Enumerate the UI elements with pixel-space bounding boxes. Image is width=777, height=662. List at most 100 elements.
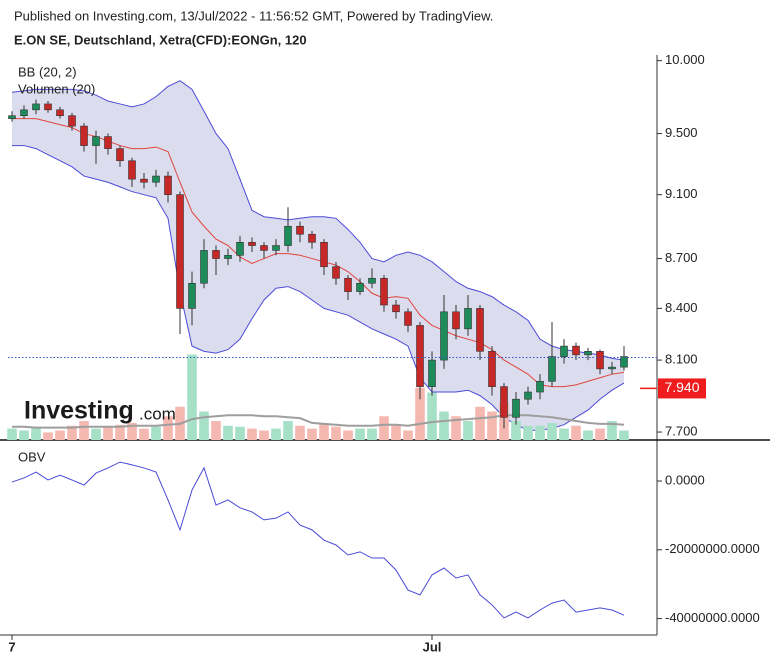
candle-body bbox=[464, 308, 472, 330]
plot-layer: 10.000 9.500 9.100 8.700 8.400 8.100 7.700 7.94… bbox=[7, 52, 760, 654]
last-price-label: 7.940 bbox=[664, 379, 699, 395]
volume-bar bbox=[283, 421, 293, 440]
candle-body bbox=[368, 277, 376, 284]
volume-bar bbox=[31, 426, 41, 440]
candle-body bbox=[176, 194, 184, 309]
candle-body bbox=[500, 386, 508, 418]
candle-body bbox=[212, 250, 220, 259]
volume-bar bbox=[19, 430, 29, 440]
candle-body bbox=[260, 245, 268, 251]
y-tick-label: 0.0000 bbox=[665, 472, 705, 487]
bb-fill bbox=[12, 80, 624, 431]
candle-body bbox=[560, 345, 568, 357]
y-tick-label: -20000000.0000 bbox=[665, 541, 760, 556]
candle-body bbox=[476, 308, 484, 352]
volume-bar bbox=[355, 428, 365, 440]
volume-bar bbox=[295, 425, 305, 440]
y-tick-label: 8.400 bbox=[665, 300, 698, 315]
y-tick-label: 8.700 bbox=[665, 250, 698, 265]
y-tick-label: 10.000 bbox=[665, 52, 705, 67]
volume-bar bbox=[151, 426, 161, 440]
volume-bar bbox=[415, 387, 425, 440]
y-tick-label: 9.100 bbox=[665, 186, 698, 201]
volume-bar bbox=[331, 426, 341, 440]
candle-body bbox=[488, 351, 496, 387]
candle-body bbox=[524, 391, 532, 400]
candle-body bbox=[80, 125, 88, 146]
volume-bar bbox=[187, 354, 197, 440]
volume-bar bbox=[91, 428, 101, 440]
candle-body bbox=[44, 103, 52, 111]
volume-bar bbox=[391, 425, 401, 440]
volume-bar bbox=[271, 428, 281, 440]
volume-bar bbox=[127, 422, 137, 440]
candle-body bbox=[164, 175, 172, 195]
volume-ma bbox=[12, 414, 625, 429]
bb-upper bbox=[11, 80, 625, 361]
volume-bar bbox=[619, 430, 629, 440]
candle-body bbox=[356, 282, 364, 292]
candle-body bbox=[572, 345, 580, 356]
volume-bar bbox=[367, 428, 377, 440]
volume-bar bbox=[559, 428, 569, 440]
volume-bar bbox=[307, 428, 317, 440]
candle-body bbox=[140, 178, 148, 183]
volume-bar bbox=[199, 411, 209, 440]
candle-body bbox=[20, 109, 28, 117]
candle-body bbox=[536, 380, 544, 393]
candle-body bbox=[128, 160, 136, 180]
volume-bar bbox=[211, 421, 221, 440]
candle-body bbox=[440, 311, 448, 361]
candle-body bbox=[152, 175, 160, 183]
candle-body bbox=[188, 282, 196, 309]
candle-body bbox=[296, 225, 304, 235]
candle-body bbox=[116, 148, 124, 162]
candle-body bbox=[344, 277, 352, 292]
legend-obv: OBV bbox=[18, 449, 46, 464]
volume-bar bbox=[607, 421, 617, 440]
legend-bb: BB (20, 2) bbox=[18, 64, 77, 79]
volume-bar bbox=[595, 428, 605, 440]
volume-bar bbox=[235, 426, 245, 440]
candle-body bbox=[32, 103, 40, 111]
candle-body bbox=[332, 266, 340, 279]
y-tick-label: 9.500 bbox=[665, 125, 698, 140]
candle-body bbox=[92, 136, 100, 146]
candle-body bbox=[392, 304, 400, 313]
candle-body bbox=[404, 311, 412, 326]
obv-line bbox=[11, 461, 625, 619]
published-note: Published on Investing.com, 13/Jul/2022 … bbox=[14, 8, 493, 23]
candle-body bbox=[416, 325, 424, 387]
y-tick-label: 8.100 bbox=[665, 352, 698, 367]
volume-bar bbox=[583, 430, 593, 440]
candle-body bbox=[428, 359, 436, 387]
candle-body bbox=[248, 242, 256, 246]
volume-bar bbox=[523, 425, 533, 440]
bb-lower bbox=[12, 145, 625, 431]
volume-bar bbox=[343, 430, 353, 440]
x-tick-label: Jul bbox=[423, 639, 442, 654]
candle-body bbox=[608, 366, 616, 370]
volume-bar bbox=[223, 425, 233, 440]
candle-body bbox=[584, 351, 592, 356]
candle-body bbox=[452, 311, 460, 330]
volume-bar bbox=[571, 425, 581, 440]
candle-body bbox=[548, 356, 556, 382]
candle-body bbox=[56, 109, 64, 117]
candle-body bbox=[512, 398, 520, 418]
volume-bar bbox=[403, 430, 413, 440]
volume-bar bbox=[379, 416, 389, 440]
volume-bar bbox=[451, 416, 461, 440]
logo-suffix: .com bbox=[139, 404, 176, 423]
volume-bar bbox=[427, 392, 437, 440]
volume-bar bbox=[259, 430, 269, 440]
volume-bar bbox=[115, 424, 125, 440]
candle-body bbox=[200, 250, 208, 284]
volume-bar bbox=[511, 421, 521, 440]
volume-bar bbox=[547, 422, 557, 440]
volume-bar bbox=[463, 421, 473, 440]
candle-body bbox=[236, 242, 244, 256]
candle-body bbox=[8, 115, 16, 119]
volume-bar bbox=[487, 411, 497, 440]
